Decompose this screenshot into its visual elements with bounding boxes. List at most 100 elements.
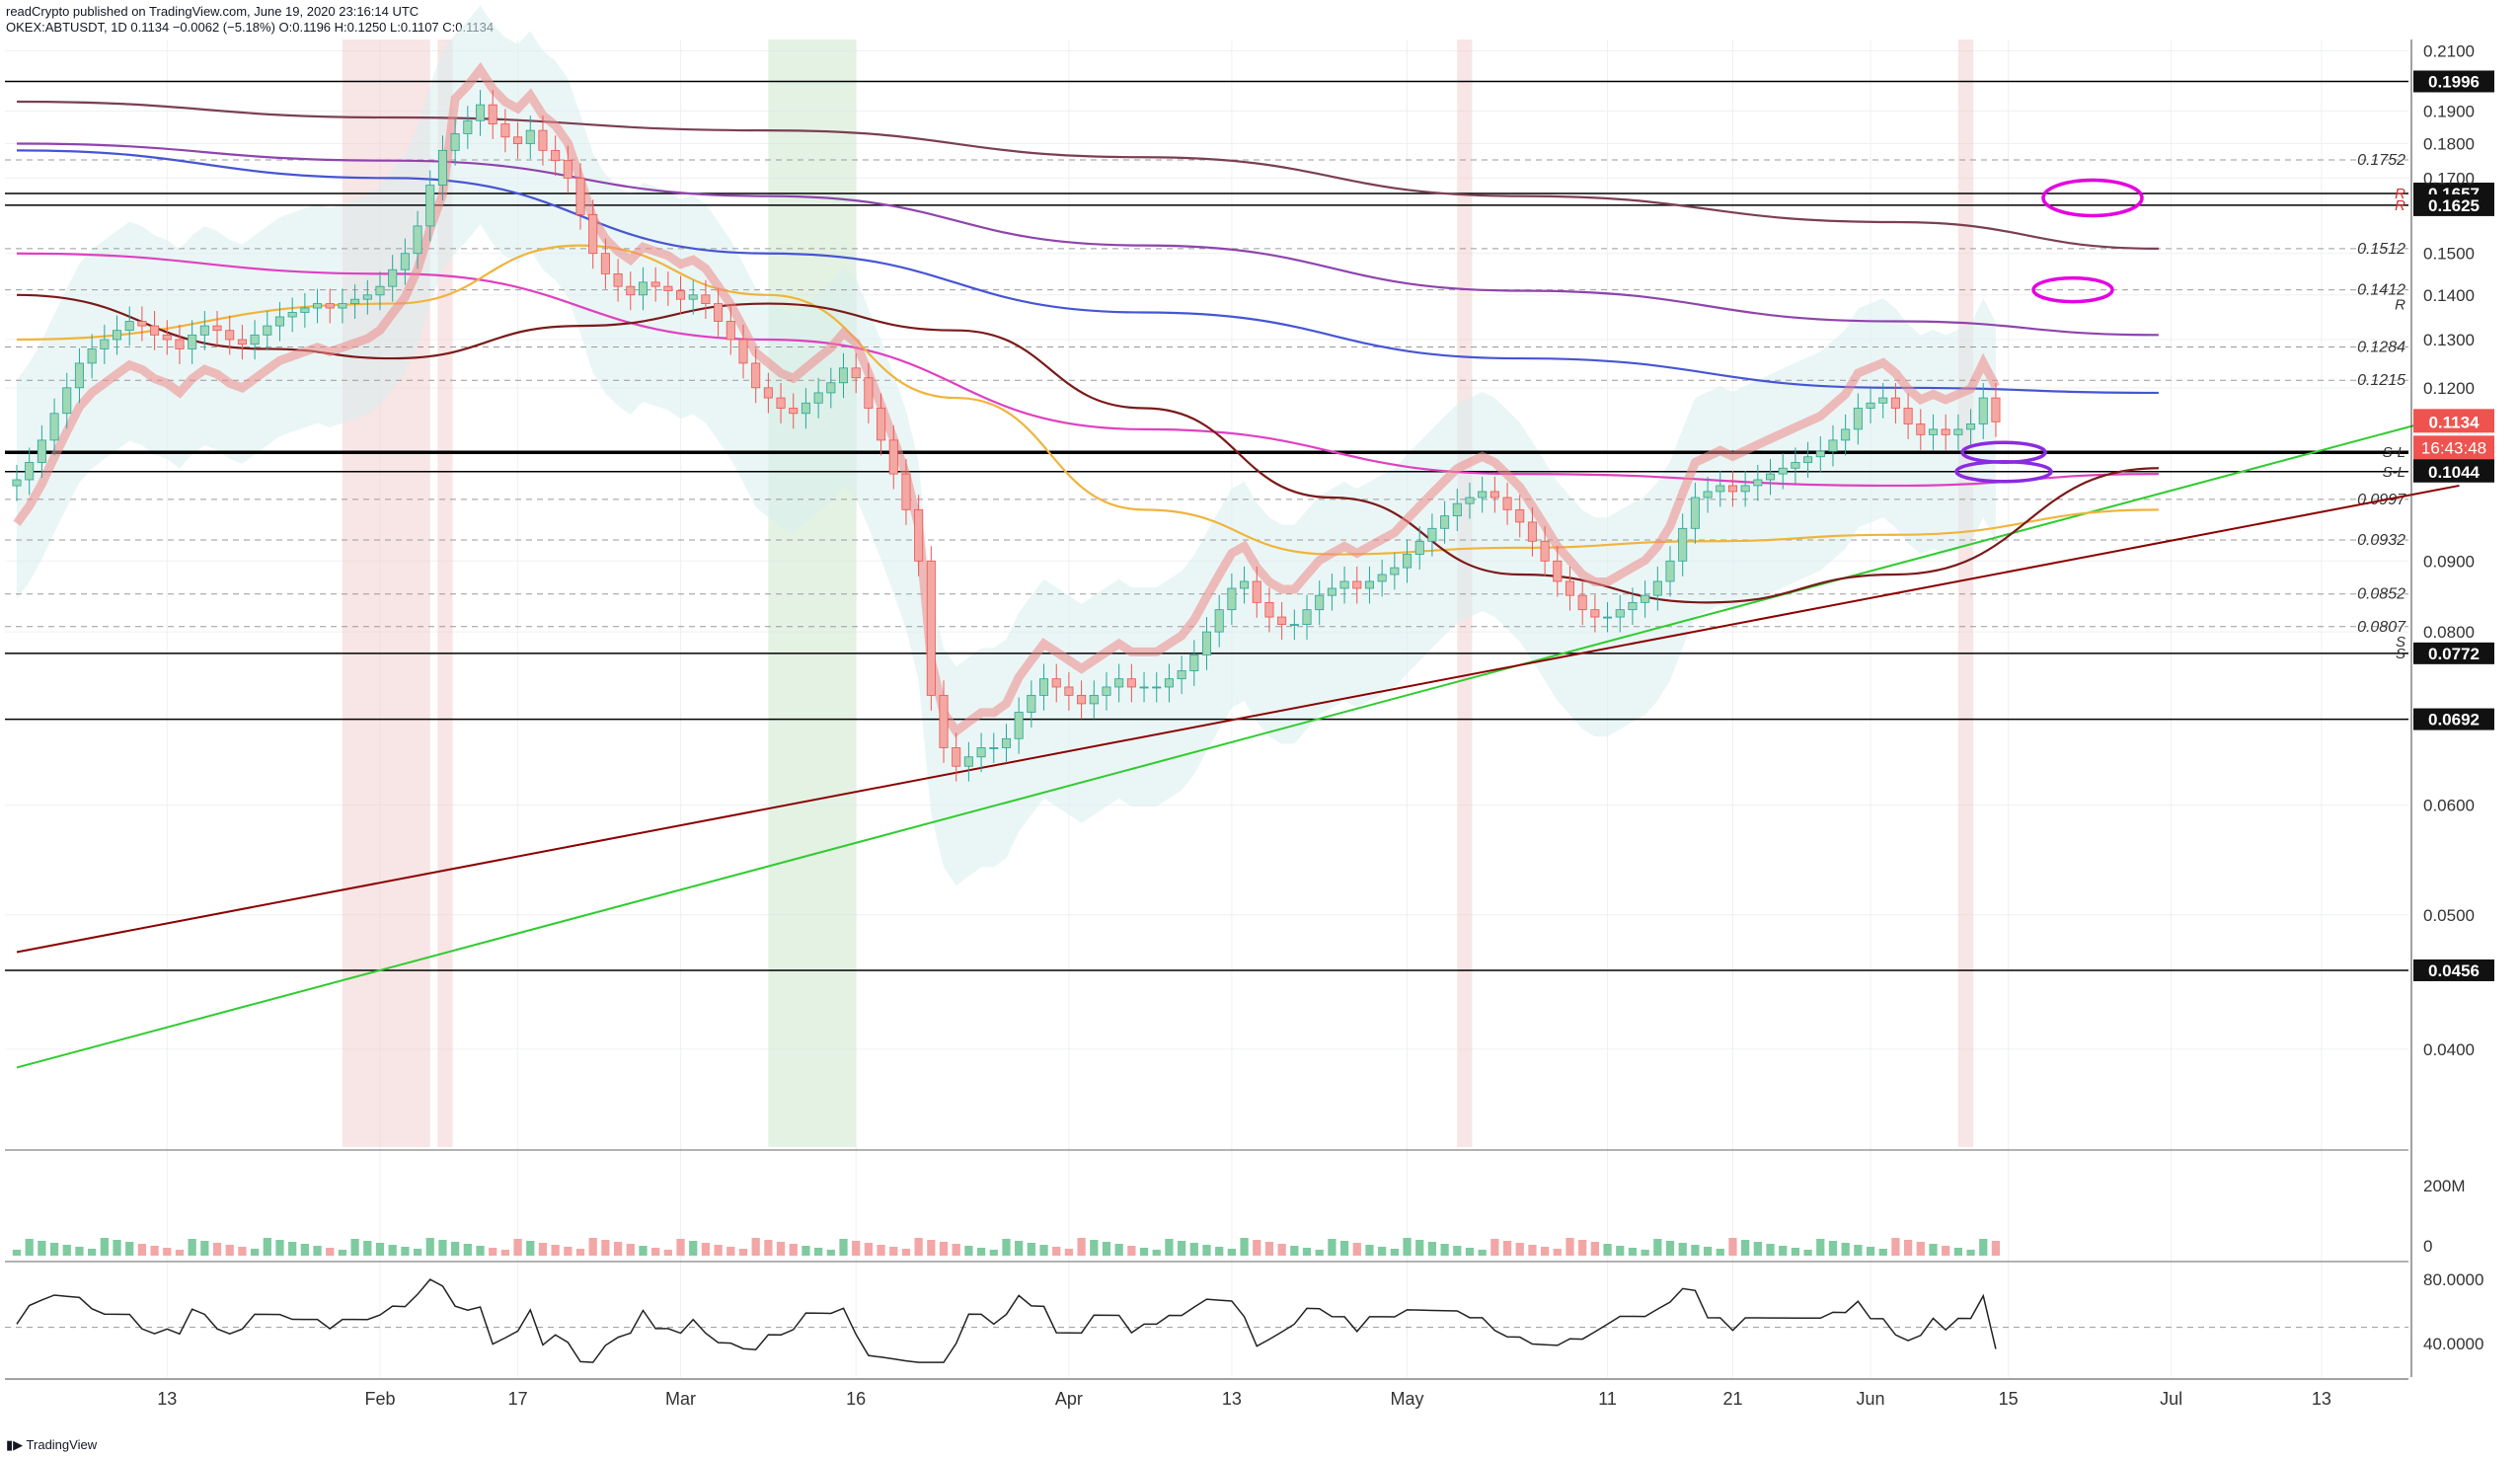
candle-body	[1540, 540, 1550, 562]
candle-body	[400, 253, 410, 270]
candle-body	[124, 321, 134, 332]
volume-bar	[1328, 1239, 1336, 1256]
candle-body	[437, 149, 447, 187]
volume-bar	[1741, 1240, 1750, 1256]
volume-bar	[1403, 1238, 1412, 1256]
volume-bar	[100, 1238, 109, 1256]
candle-body	[1853, 408, 1863, 430]
candle-body	[1051, 678, 1061, 688]
candle-body	[1791, 462, 1800, 469]
volume-bar	[263, 1238, 271, 1256]
volume-bar	[225, 1245, 234, 1256]
candle-body	[1339, 580, 1349, 589]
rsi-axis-label: 40.0000	[2423, 1335, 2483, 1353]
candle-body	[563, 160, 573, 179]
volume-bar	[1854, 1245, 1863, 1256]
volume-bar	[1841, 1243, 1850, 1256]
time-tick-label: Feb	[364, 1389, 395, 1409]
volume-axis-label: 200M	[2423, 1177, 2466, 1195]
candle-body	[976, 747, 986, 758]
candle-body	[1590, 609, 1600, 618]
candle-body	[1227, 587, 1237, 611]
volume-bar	[877, 1245, 885, 1256]
candle-body	[551, 149, 561, 162]
volume-bar	[726, 1247, 735, 1256]
candle-body	[1753, 479, 1763, 487]
candle-body	[1878, 397, 1888, 404]
volume-bar	[1603, 1244, 1612, 1256]
volume-bar	[313, 1246, 322, 1256]
volume-bar	[1528, 1245, 1537, 1256]
candle-body	[1214, 609, 1224, 633]
candle-body	[725, 321, 735, 341]
candle-body	[1652, 580, 1662, 596]
candle-body	[175, 339, 185, 349]
volume-bar	[1653, 1239, 1662, 1256]
candle-body	[463, 119, 473, 134]
candle-body	[1139, 686, 1149, 689]
candle-body	[801, 402, 810, 415]
candle-body	[1953, 428, 1963, 435]
volume-bar	[738, 1249, 748, 1256]
volume-bar	[1916, 1242, 1925, 1256]
candle-body	[188, 334, 197, 349]
candle-body	[1189, 654, 1199, 671]
volume-bar	[163, 1248, 172, 1256]
candle-body	[1565, 580, 1575, 596]
volume-bar	[1565, 1238, 1574, 1256]
volume-bar	[326, 1248, 335, 1256]
volume-bar	[1942, 1246, 1950, 1256]
candle-body	[74, 362, 84, 389]
candle-body	[1240, 580, 1250, 589]
candle-body	[538, 129, 548, 151]
tradingview-logo[interactable]: ▮▶ TradingView	[6, 1437, 97, 1453]
candle-body	[1703, 491, 1713, 499]
volume-bar	[663, 1250, 672, 1256]
time-tick-label: Jul	[2160, 1389, 2182, 1409]
candle-body	[1327, 587, 1336, 596]
candle-body	[287, 312, 297, 318]
symbol-info-line: OKEX:ABTUSDT, 1D 0.1134 −0.0062 (−5.18%)…	[6, 20, 495, 35]
level-tag-box	[2413, 708, 2494, 730]
candle-body	[450, 133, 460, 151]
candle-body	[1403, 554, 1413, 569]
volume-bar	[1703, 1247, 1713, 1256]
candle-body	[1928, 428, 1939, 435]
candle-body	[989, 747, 999, 749]
volume-bar	[1415, 1240, 1424, 1256]
volume-bar	[1628, 1248, 1638, 1256]
volume-bar	[964, 1246, 973, 1256]
ema-ribbon	[13, 61, 2000, 738]
time-tick-label: Apr	[1055, 1389, 1083, 1409]
time-tick-label: 13	[157, 1389, 177, 1409]
volume-bar	[1816, 1239, 1825, 1256]
volume-bar	[538, 1243, 548, 1256]
candle-body	[1001, 737, 1011, 748]
candle-body	[626, 285, 636, 296]
candle-body	[789, 408, 799, 415]
candle-body	[1966, 423, 1976, 430]
candle-body	[1089, 694, 1099, 705]
price-tick-label: 0.0600	[2423, 797, 2475, 815]
volume-bar	[1465, 1248, 1475, 1256]
candle-body	[663, 285, 673, 291]
level-side-tag: R	[2395, 197, 2405, 214]
candle-body	[1164, 678, 1174, 688]
volume-bar	[1365, 1245, 1374, 1256]
volume-bar	[1139, 1248, 1149, 1256]
candle-body	[1077, 694, 1087, 705]
candle-body	[1126, 678, 1136, 688]
candle-body	[1277, 616, 1287, 625]
publisher-line: readCrypto published on TradingView.com,…	[6, 4, 420, 19]
volume-bar	[1189, 1243, 1198, 1256]
candle-body	[688, 294, 698, 300]
candle-body	[1740, 485, 1750, 493]
volume-bar	[413, 1249, 422, 1256]
volume-bar	[901, 1249, 911, 1256]
candle-body	[1641, 594, 1650, 603]
volume-bar	[1102, 1242, 1111, 1256]
volume-bar	[1590, 1242, 1599, 1256]
volume-bar	[1039, 1245, 1048, 1256]
candle-body	[701, 294, 711, 304]
